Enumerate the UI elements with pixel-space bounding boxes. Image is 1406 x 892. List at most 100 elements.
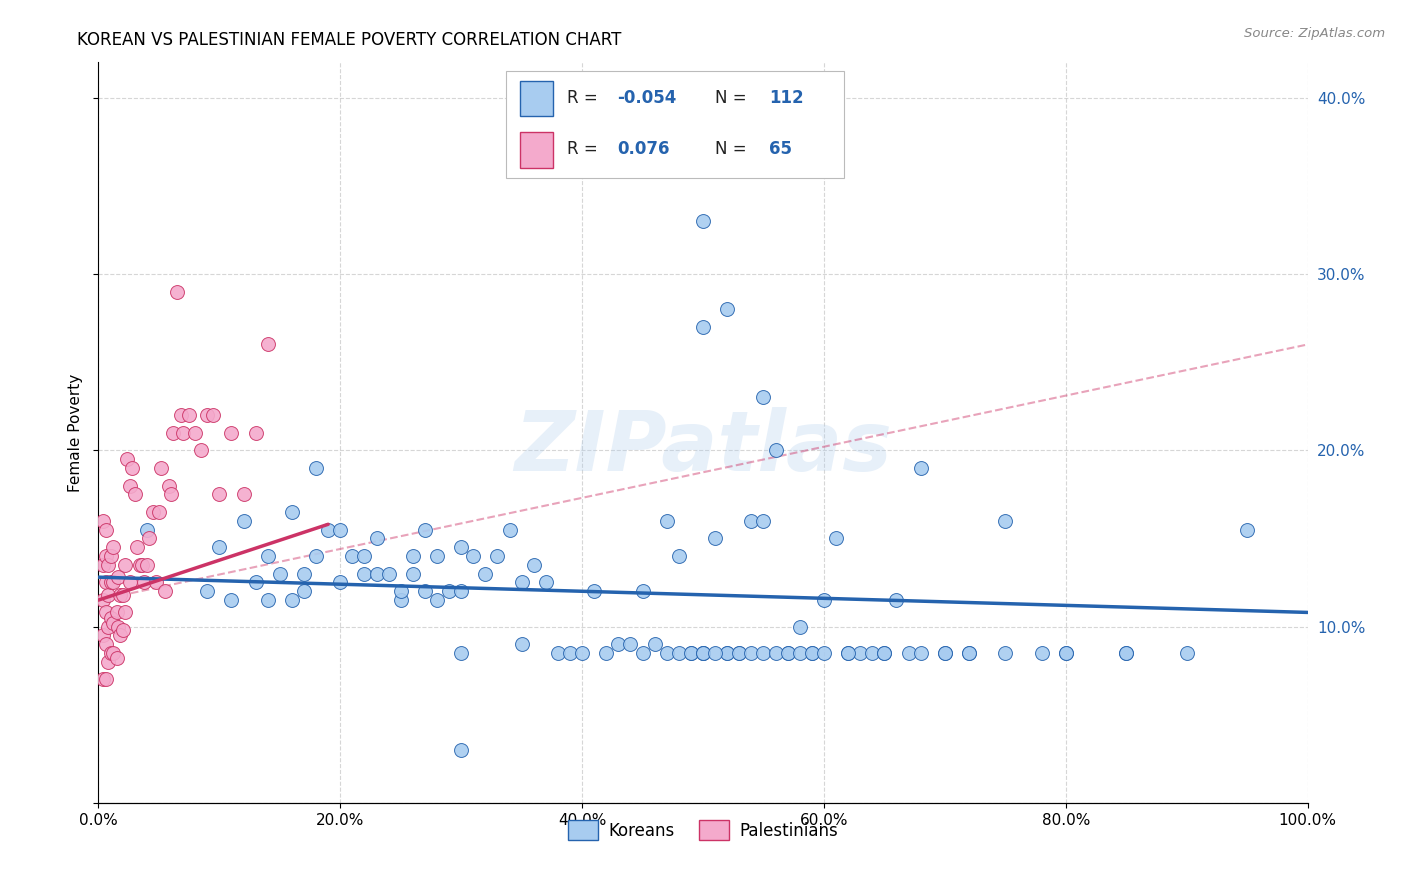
Text: N =: N = (716, 89, 752, 107)
Point (692, 646, 714, 660)
Point (837, 646, 859, 660)
Point (100, 646, 122, 660)
Point (202, 408, 225, 422)
Point (463, 549, 485, 563)
Point (97, 588, 120, 602)
Point (342, 549, 364, 563)
Point (100, 575, 122, 590)
Point (474, 566, 496, 581)
Point (142, 505, 165, 519)
Point (752, 646, 775, 660)
Point (117, 452, 139, 467)
Point (366, 566, 388, 581)
Legend: Koreans, Palestinians: Koreans, Palestinians (561, 814, 845, 847)
Point (595, 646, 617, 660)
Point (776, 646, 799, 660)
Point (208, 540, 231, 554)
Point (101, 575, 124, 590)
Point (413, 523, 436, 537)
Text: ZIPatlas: ZIPatlas (515, 407, 891, 488)
Point (800, 646, 823, 660)
Point (91, 514, 114, 528)
Point (1031, 646, 1053, 660)
Point (450, 540, 472, 554)
Point (692, 319, 714, 334)
Point (534, 575, 557, 590)
Point (692, 214, 714, 228)
Point (329, 523, 352, 537)
Point (124, 487, 146, 501)
Point (644, 637, 666, 651)
Point (111, 623, 134, 637)
Point (910, 461, 932, 475)
Point (105, 651, 128, 665)
Point (118, 478, 141, 492)
Point (426, 593, 449, 607)
Point (107, 570, 129, 584)
Point (413, 584, 436, 599)
Point (426, 549, 449, 563)
Point (860, 646, 883, 660)
Point (692, 646, 714, 660)
Point (450, 646, 472, 660)
Point (765, 646, 787, 660)
Point (1054, 646, 1077, 660)
Point (134, 575, 156, 590)
FancyBboxPatch shape (506, 71, 844, 178)
Point (728, 646, 751, 660)
Point (127, 540, 149, 554)
Point (316, 523, 339, 537)
Point (825, 532, 848, 546)
Point (740, 646, 762, 660)
Text: 0.076: 0.076 (617, 141, 671, 159)
Point (994, 646, 1017, 660)
Point (108, 588, 131, 602)
Point (329, 575, 352, 590)
Point (114, 606, 136, 620)
Point (256, 337, 278, 351)
Point (281, 505, 304, 519)
Point (837, 646, 859, 660)
Point (402, 549, 425, 563)
Point (752, 514, 775, 528)
Point (118, 575, 141, 590)
Point (221, 593, 243, 607)
Point (668, 549, 690, 563)
Point (97, 655, 120, 669)
Point (813, 646, 835, 660)
Point (269, 566, 291, 581)
Point (607, 637, 630, 651)
Point (256, 593, 278, 607)
Point (728, 646, 751, 660)
Point (704, 646, 727, 660)
Point (292, 566, 315, 581)
Point (111, 588, 134, 602)
Point (631, 584, 654, 599)
Point (716, 302, 738, 317)
FancyBboxPatch shape (520, 132, 554, 168)
Text: 65: 65 (769, 141, 793, 159)
Point (162, 425, 184, 440)
Point (619, 637, 641, 651)
Point (655, 514, 678, 528)
Point (679, 646, 702, 660)
Point (94, 549, 117, 563)
Point (1175, 646, 1198, 660)
Point (305, 461, 328, 475)
Point (849, 646, 872, 660)
Point (148, 505, 170, 519)
Text: R =: R = (567, 89, 603, 107)
Point (523, 558, 546, 572)
Point (94, 637, 117, 651)
Point (450, 584, 472, 599)
Point (169, 408, 191, 422)
Point (353, 549, 375, 563)
Point (716, 646, 738, 660)
Point (101, 615, 124, 630)
Point (232, 487, 254, 501)
Point (101, 646, 124, 660)
Point (190, 443, 212, 458)
Point (366, 532, 388, 546)
Point (740, 514, 762, 528)
Point (353, 566, 375, 581)
